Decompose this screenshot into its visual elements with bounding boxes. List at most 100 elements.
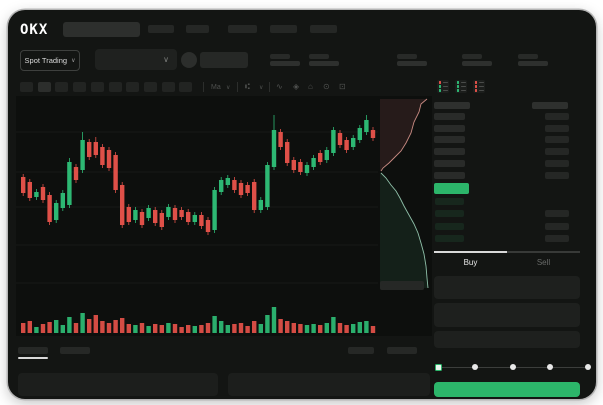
bottom-link-1[interactable]: [348, 347, 374, 354]
ask-price-skeleton[interactable]: [434, 113, 465, 120]
orderbook-view-toggles: [437, 80, 485, 93]
interval-pill[interactable]: [126, 82, 140, 92]
depth-label-skeleton: [380, 281, 424, 290]
diamond-draw-icon[interactable]: ◈: [293, 82, 300, 91]
slider-step-dot[interactable]: [584, 364, 591, 370]
candle-body: [337, 133, 343, 145]
search-input[interactable]: [63, 22, 140, 37]
ask-amount-skeleton[interactable]: [545, 113, 569, 120]
interval-pill[interactable]: [90, 82, 104, 92]
ask-price-skeleton[interactable]: [434, 159, 465, 167]
slider-step-dot[interactable]: [547, 364, 553, 370]
volume-bar: [232, 324, 237, 333]
bid-price-skeleton[interactable]: [435, 222, 464, 230]
volume-bar: [54, 320, 59, 333]
volume-bar: [67, 317, 72, 333]
camera-icon[interactable]: ⌂: [308, 82, 313, 91]
interval-pill[interactable]: [20, 82, 33, 92]
ask-amount-skeleton[interactable]: [545, 159, 569, 167]
book-header-price-skeleton: [434, 102, 470, 109]
fullscreen-icon[interactable]: ⊡: [339, 82, 346, 91]
tab-buy[interactable]: Buy: [463, 257, 478, 267]
last-price-badge[interactable]: [434, 183, 469, 194]
market-type-selector[interactable]: Spot Trading ∨: [20, 50, 80, 71]
okx-logo[interactable]: OKX: [20, 22, 49, 38]
bid-amount-skeleton[interactable]: [545, 222, 569, 230]
bid-price-skeleton[interactable]: [435, 235, 464, 243]
oscillator-icon[interactable]: ⑆: [245, 82, 250, 91]
pair-name-skeleton[interactable]: [200, 52, 248, 68]
tab-sell[interactable]: Sell: [536, 257, 551, 267]
volume-bar: [27, 321, 32, 333]
interval-pill[interactable]: [55, 82, 69, 92]
toolbar-divider: [269, 82, 270, 92]
candle-body: [27, 182, 32, 198]
nav-item-skeleton[interactable]: [228, 25, 257, 33]
nav-item-skeleton[interactable]: [148, 25, 174, 33]
indicator-ma-button[interactable]: Ma: [211, 84, 221, 91]
volume-bar: [219, 321, 224, 333]
ask-amount-skeleton[interactable]: [545, 148, 569, 156]
ticker-stat-value-skeleton: [397, 61, 427, 66]
book-asks-only-icon[interactable]: [473, 80, 485, 93]
interval-pill[interactable]: [179, 82, 193, 92]
interval-pill[interactable]: [73, 82, 87, 92]
chevron-down-icon[interactable]: ∨: [259, 85, 264, 91]
bid-amount-skeleton[interactable]: [545, 210, 569, 218]
bottom-link-2[interactable]: [387, 347, 417, 354]
ask-price-skeleton[interactable]: [434, 148, 465, 156]
candle-body: [370, 130, 376, 138]
book-combined-icon[interactable]: [437, 80, 449, 93]
candle-body: [186, 212, 191, 222]
candle-body: [47, 195, 52, 222]
bid-price-skeleton[interactable]: [435, 198, 464, 205]
volume-bar: [238, 323, 244, 333]
slider-step-dot[interactable]: [472, 364, 478, 370]
total-field[interactable]: [434, 331, 580, 348]
bottom-tab-history[interactable]: [60, 347, 90, 354]
ask-price-skeleton[interactable]: [434, 124, 465, 132]
nav-item-skeleton[interactable]: [310, 25, 337, 33]
volume-bar: [172, 324, 178, 333]
volume-bar: [120, 318, 125, 333]
candle-body: [120, 185, 125, 225]
ask-price-skeleton[interactable]: [434, 171, 465, 179]
interval-pill[interactable]: [161, 82, 175, 92]
ask-amount-skeleton[interactable]: [545, 136, 569, 144]
price-field[interactable]: [434, 276, 580, 299]
slider-handle[interactable]: [434, 364, 442, 371]
wave-line-icon[interactable]: ∿: [276, 82, 283, 91]
bottom-tab-orders[interactable]: [18, 347, 48, 354]
depth-bids-area: [380, 173, 428, 288]
candlestick-chart[interactable]: [16, 96, 432, 336]
amount-field[interactable]: [434, 303, 580, 327]
slider-step-dot[interactable]: [509, 364, 516, 370]
interval-pill[interactable]: [37, 82, 51, 92]
volume-bar: [47, 322, 52, 333]
pair-selector-dropdown[interactable]: ∨: [95, 49, 177, 70]
ticker-stat-value-skeleton: [270, 61, 300, 66]
market-type-label: Spot Trading: [24, 56, 68, 65]
volume-bar: [159, 325, 164, 333]
chevron-down-icon[interactable]: ∨: [226, 85, 231, 91]
ask-amount-skeleton[interactable]: [545, 124, 569, 132]
candle-body: [311, 158, 316, 167]
book-bids-only-icon[interactable]: [455, 80, 467, 93]
buy-button[interactable]: [434, 382, 580, 397]
candle-body: [232, 180, 237, 190]
bid-amount-skeleton[interactable]: [545, 235, 569, 243]
nav-item-skeleton[interactable]: [186, 25, 209, 33]
interval-pill[interactable]: [108, 82, 122, 92]
volume-bar: [100, 321, 105, 333]
candle-body: [192, 215, 197, 222]
volume-bar: [245, 326, 250, 333]
target-icon[interactable]: ⊙: [323, 82, 330, 91]
ask-price-skeleton[interactable]: [434, 136, 465, 144]
candle-body: [357, 128, 362, 140]
ask-amount-skeleton[interactable]: [545, 171, 569, 179]
bid-price-skeleton[interactable]: [435, 210, 464, 218]
candle-body: [351, 138, 356, 147]
nav-item-skeleton[interactable]: [270, 25, 297, 33]
interval-pill[interactable]: [143, 82, 157, 92]
